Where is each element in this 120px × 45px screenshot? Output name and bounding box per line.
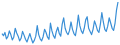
- chart: [0, 0, 120, 45]
- plot-area: [2, 2, 118, 43]
- series-line: [2, 2, 118, 43]
